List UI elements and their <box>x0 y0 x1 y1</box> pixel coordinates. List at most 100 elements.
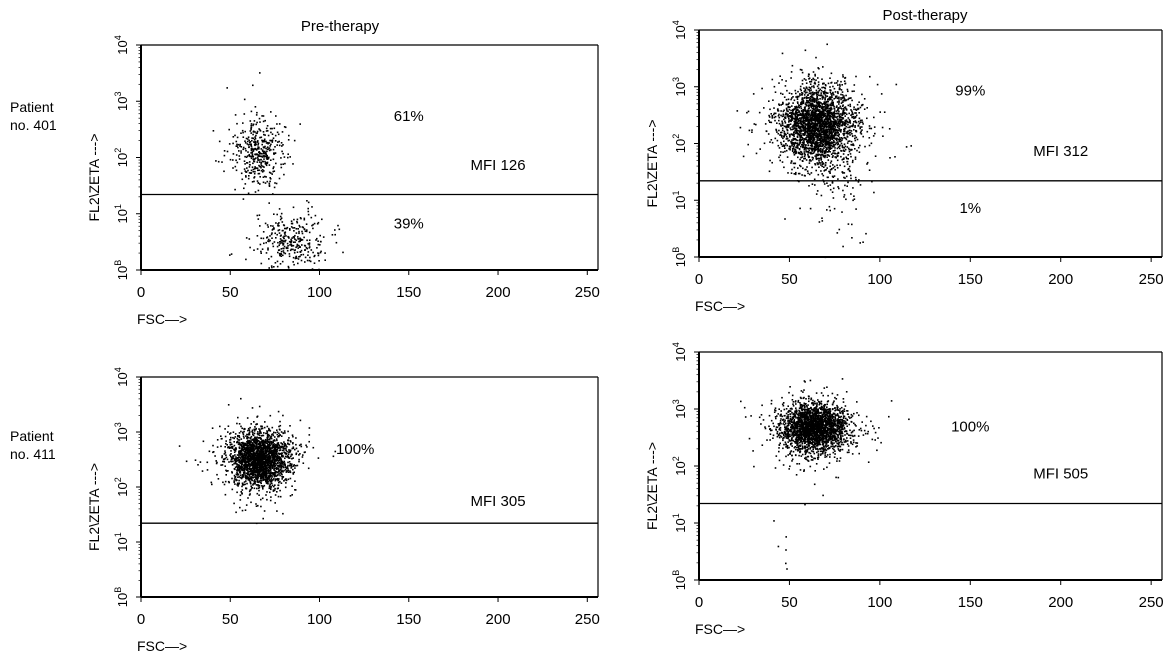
scatter-point <box>245 137 248 140</box>
scatter-point <box>307 210 310 213</box>
scatter-point <box>804 154 806 156</box>
scatter-point <box>256 248 259 250</box>
scatter-point <box>275 452 278 455</box>
scatter-point <box>280 252 282 255</box>
scatter-point <box>816 108 819 110</box>
scatter-point <box>811 118 813 120</box>
scatter-point <box>250 145 253 148</box>
scatter-point <box>821 117 823 119</box>
scatter-point <box>786 129 789 132</box>
scatter-point <box>832 167 835 169</box>
scatter-point <box>829 171 831 173</box>
scatter-point <box>268 147 271 149</box>
scatter-point <box>252 123 255 126</box>
scatter-point <box>789 127 791 129</box>
scatter-point <box>797 172 800 175</box>
scatter-point <box>803 149 806 151</box>
scatter-point <box>840 120 843 123</box>
scatter-point <box>815 79 817 81</box>
scatter-point <box>243 466 246 469</box>
scatter-point <box>824 94 827 97</box>
scatter-point <box>828 98 831 100</box>
scatter-point <box>806 170 809 172</box>
scatter-point <box>794 149 796 151</box>
scatter-point <box>240 425 242 428</box>
scatter-point <box>802 126 805 129</box>
scatter-point <box>280 482 283 484</box>
scatter-point <box>795 117 797 119</box>
scatter-point <box>278 481 280 484</box>
scatter-point <box>261 486 264 488</box>
scatter-point <box>854 148 856 150</box>
scatter-point <box>861 93 863 96</box>
scatter-point <box>820 157 822 160</box>
scatter-point <box>334 229 336 231</box>
scatter-point <box>245 171 247 173</box>
scatter-point <box>810 105 813 108</box>
scatter-point <box>828 116 831 119</box>
scatter-point <box>800 126 802 129</box>
scatter-point <box>292 261 294 263</box>
scatter-point <box>826 105 829 107</box>
scatter-point <box>790 162 792 164</box>
scatter-point <box>260 498 262 501</box>
scatter-point <box>840 124 842 126</box>
scatter-point <box>298 230 300 233</box>
x-axis-label: FSC—> <box>695 298 745 314</box>
scatter-point <box>304 256 307 259</box>
scatter-point <box>820 140 822 143</box>
x-tick-label: 150 <box>958 271 983 288</box>
scatter-point <box>240 491 242 493</box>
scatter-point <box>258 494 260 496</box>
scatter-point <box>235 140 238 143</box>
scatter-point <box>811 136 813 138</box>
scatter-point <box>289 156 291 158</box>
scatter-point <box>247 169 249 172</box>
scatter-point <box>840 98 842 101</box>
scatter-point <box>261 139 263 142</box>
scatter-point <box>291 494 293 496</box>
scatter-point <box>791 141 794 144</box>
scatter-point <box>835 106 838 108</box>
scatter-point <box>251 429 254 432</box>
scatter-point <box>290 464 293 467</box>
scatter-point <box>832 197 835 199</box>
scatter-point <box>262 444 264 447</box>
scatter-point <box>790 117 793 119</box>
scatter-point <box>836 130 839 132</box>
scatter-point <box>838 115 840 118</box>
scatter-point <box>844 127 847 130</box>
scatter-point <box>272 440 275 442</box>
scatter-point <box>266 433 269 436</box>
scatter-point <box>829 148 832 150</box>
scatter-point <box>837 112 840 115</box>
scatter-point <box>279 215 282 218</box>
scatter-point <box>275 468 278 471</box>
scatter-point <box>873 191 875 194</box>
scatter-point <box>781 93 784 95</box>
scatter-point <box>270 131 272 134</box>
scatter-point <box>781 79 783 81</box>
scatter-point <box>814 126 817 128</box>
scatter-point <box>278 478 280 480</box>
scatter-point <box>229 158 232 161</box>
scatter-point <box>803 122 805 124</box>
scatter-point <box>811 112 813 115</box>
scatter-point <box>280 234 282 237</box>
scatter-point <box>807 125 809 128</box>
scatter-point <box>815 157 817 159</box>
x-tick-label: 50 <box>781 271 798 288</box>
scatter-point <box>813 92 815 95</box>
scatter-point <box>866 163 868 165</box>
scatter-point <box>811 139 814 142</box>
scatter-point <box>820 170 822 172</box>
scatter-point <box>802 146 805 149</box>
scatter-point <box>794 124 797 127</box>
scatter-point <box>282 240 284 243</box>
scatter-point <box>300 259 303 262</box>
scatter-point <box>795 105 798 108</box>
scatter-point <box>849 120 851 122</box>
scatter-point <box>241 474 244 476</box>
